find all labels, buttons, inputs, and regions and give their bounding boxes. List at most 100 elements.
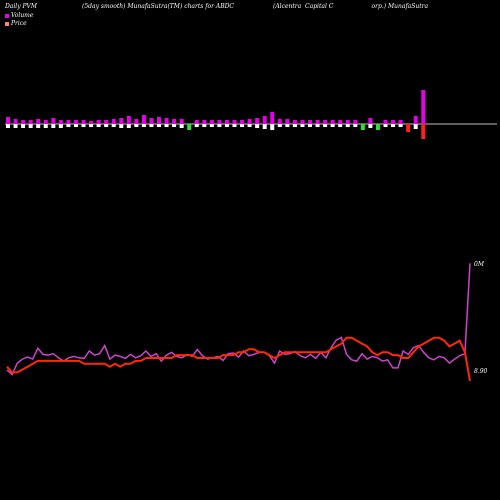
pvm-bar-down-50: [383, 124, 388, 127]
pvm-bar-up-10: [81, 120, 86, 124]
pvm-bar-down-22: [172, 124, 177, 127]
pvm-bar-down-53: [406, 124, 411, 132]
volume-line: [6, 263, 471, 376]
pvm-bar-up-54: [413, 116, 418, 124]
price-line: [6, 336, 471, 382]
legend-price: Price: [5, 20, 27, 27]
pvm-bar-down-45: [345, 124, 350, 127]
pvm-bar-down-2: [21, 124, 26, 128]
pvm-bar-down-42: [323, 124, 328, 127]
pvm-bar-up-39: [300, 120, 305, 124]
pvm-bar-down-3: [28, 124, 33, 128]
pvm-bar-down-6: [51, 124, 56, 128]
pvm-bar-down-30: [232, 124, 237, 127]
pvm-bar-down-5: [43, 124, 48, 128]
pvm-bar-down-24: [187, 124, 192, 130]
pvm-bar-down-16: [126, 124, 131, 128]
header-smooth-note: (5day smooth) MunafaSutra(TM) charts for…: [82, 3, 235, 10]
pvm-bar-down-39: [300, 124, 305, 127]
pvm-bar-up-26: [202, 120, 207, 124]
pvm-bar-down-35: [270, 124, 275, 130]
pvm-bar-up-12: [96, 120, 101, 124]
pvm-bar-up-4: [36, 119, 41, 124]
pvm-bar-down-7: [58, 124, 63, 128]
pvm-bar-up-25: [194, 120, 199, 124]
pvm-bar-down-55: [421, 124, 426, 139]
pvm-bar-up-7: [58, 120, 63, 124]
pvm-bar-down-49: [375, 124, 380, 130]
pvm-bar-down-34: [262, 124, 267, 129]
pvm-bar-down-40: [308, 124, 312, 127]
pvm-bar-up-52: [398, 120, 403, 124]
pvm-bar-down-28: [217, 124, 222, 127]
pvm-bar-up-55: [421, 90, 426, 124]
pvm-bar-up-18: [141, 115, 146, 124]
pvm-bar-up-27: [209, 120, 214, 124]
pvm-bar-up-28: [217, 120, 222, 124]
pvm-bar-down-54: [413, 124, 418, 129]
pvm-bar-down-37: [285, 124, 290, 127]
pvm-bar-down-18: [141, 124, 146, 127]
pvm-bar-down-51: [391, 124, 396, 127]
pvm-bar-up-44: [338, 120, 343, 124]
pvm-bar-up-20: [157, 117, 161, 124]
pvm-bar-up-50: [383, 120, 388, 124]
pvm-bar-up-34: [262, 116, 267, 124]
pvm-bar-up-40: [308, 120, 312, 124]
pvm-bar-up-35: [270, 112, 275, 124]
pvm-bar-down-4: [36, 124, 41, 128]
pvm-bar-up-0: [6, 117, 10, 124]
pvm-bar-up-23: [179, 119, 184, 124]
pvm-bar-down-21: [164, 124, 169, 127]
pvm-bar-down-23: [179, 124, 184, 128]
pvm-bar-up-37: [285, 119, 290, 124]
pvm-bar-down-15: [119, 124, 124, 128]
pvm-bar-up-48: [368, 118, 373, 124]
pvm-bar-down-31: [240, 124, 245, 127]
pvm-bar-down-41: [315, 124, 320, 127]
pvm-bar-up-22: [172, 119, 177, 124]
pvm-bar-down-27: [209, 124, 214, 127]
pvm-bar-down-29: [224, 124, 229, 127]
pvm-bar-down-8: [66, 124, 71, 127]
pvm-bar-down-17: [134, 124, 139, 127]
price-axis-label: 8.90: [474, 368, 488, 375]
pvm-bar-down-12: [96, 124, 101, 127]
pvm-bar-down-26: [202, 124, 207, 127]
pvm-bar-up-16: [126, 116, 131, 124]
pvm-bar-up-43: [330, 120, 335, 124]
legend-volume: Volume: [5, 12, 33, 19]
pvm-bar-up-38: [292, 120, 297, 124]
legend-price-label: Price: [11, 20, 27, 27]
legend-volume-swatch: [5, 13, 9, 18]
pvm-bar-up-29: [224, 120, 229, 124]
pvm-bar-down-14: [111, 124, 116, 127]
legend-volume-label: Volume: [11, 12, 34, 19]
pvm-bar-up-17: [134, 119, 139, 124]
pvm-bar-up-51: [391, 120, 396, 124]
pvm-bar-down-46: [353, 124, 358, 127]
pvm-bar-down-9: [73, 124, 78, 127]
pvm-bar-down-1: [13, 124, 18, 128]
pvm-bar-down-36: [277, 124, 282, 127]
pvm-bar-up-14: [111, 119, 116, 124]
header-daily-pvm: Daily PVM: [5, 3, 38, 10]
pvm-bar-up-19: [149, 118, 154, 124]
pvm-bar-down-52: [398, 124, 403, 127]
pvm-bar-up-41: [315, 120, 320, 124]
pvm-bar-down-32: [247, 124, 252, 127]
legend-price-swatch: [5, 21, 9, 26]
pvm-bar-up-42: [323, 120, 328, 124]
pvm-bar-up-3: [28, 120, 33, 124]
pvm-bar-up-9: [73, 120, 78, 124]
pvm-bar-up-11: [89, 121, 94, 124]
pvm-bar-down-33: [255, 124, 260, 128]
pvm-bar-up-21: [164, 118, 169, 124]
pvm-bar-down-38: [292, 124, 297, 127]
pvm-bar-up-33: [255, 118, 260, 124]
pvm-bar-up-45: [345, 120, 350, 124]
pvm-bar-up-6: [51, 118, 56, 124]
pvm-bar-down-44: [338, 124, 343, 127]
